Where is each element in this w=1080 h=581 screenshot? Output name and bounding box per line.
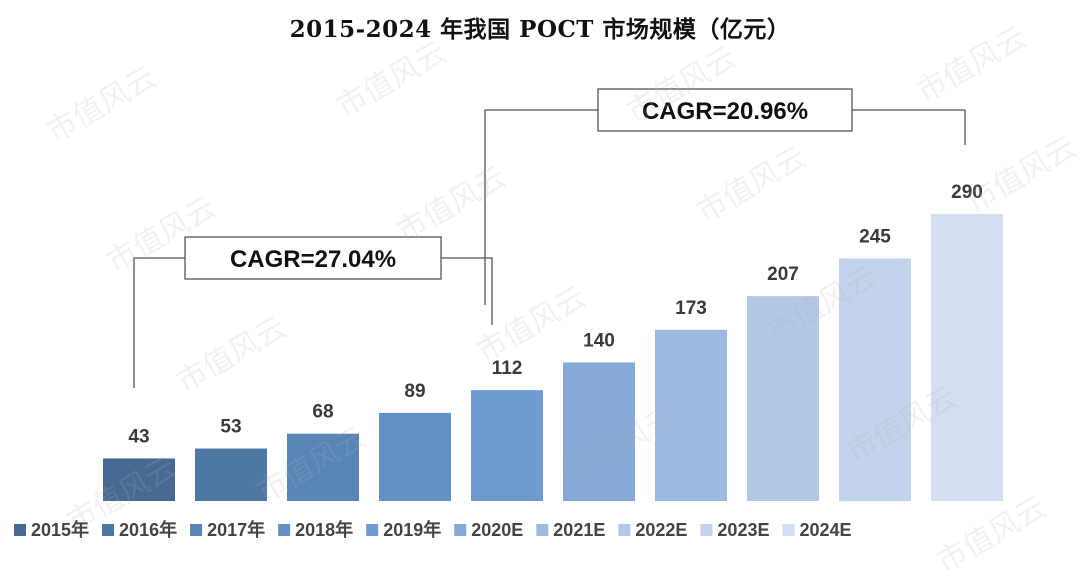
legend-label-2015年: 2015年 <box>31 519 89 540</box>
bar-2018年 <box>379 412 451 501</box>
cagr-box-0 <box>184 236 442 280</box>
cagr-bracket-left-0 <box>133 257 185 388</box>
legend-swatch-2021E <box>536 524 549 536</box>
legend-label-2020E: 2020E <box>471 520 523 540</box>
data-label-2023E: 245 <box>859 227 891 248</box>
legend-label-2023E: 2023E <box>717 520 769 540</box>
legend-swatch-2022E <box>618 524 631 536</box>
cagr-bracket-right-1 <box>852 109 966 145</box>
cagr-box-1 <box>597 88 853 132</box>
chart-title: 2015-2024 年我国 POCT 市场规模（亿元） <box>289 16 791 43</box>
legend-label-2016年: 2016年 <box>119 519 177 540</box>
bar-2021E <box>655 329 727 501</box>
data-label-2021E: 173 <box>675 298 707 319</box>
bar-2016年 <box>195 448 267 501</box>
cagr-label-1: CAGR=20.96% <box>642 98 808 125</box>
legend-label-2024E: 2024E <box>799 520 851 540</box>
data-label-2018年: 89 <box>404 381 425 402</box>
cagr-bracket-right-0 <box>441 257 493 325</box>
data-label-2022E: 207 <box>767 264 799 285</box>
legend-swatch-2019年 <box>366 524 379 536</box>
cagr-bracket-left-1 <box>484 109 598 305</box>
legend-swatch-2024E <box>782 524 795 536</box>
legend-swatch-2017年 <box>190 524 203 536</box>
bar-2017年 <box>287 433 359 501</box>
bar-2023E <box>839 258 911 501</box>
bar-2022E <box>747 296 819 501</box>
legend-swatch-2020E <box>454 524 467 536</box>
legend-swatch-2016年 <box>102 524 115 536</box>
cagr-label-0: CAGR=27.04% <box>230 246 396 273</box>
data-label-2017年: 68 <box>312 402 333 423</box>
legend-swatch-2015年 <box>14 524 26 536</box>
legend-label-2018年: 2018年 <box>295 519 353 540</box>
legend-swatch-2018年 <box>278 524 291 536</box>
bar-2019年 <box>471 390 543 501</box>
bar-2015年 <box>103 458 175 501</box>
data-label-2016年: 53 <box>220 417 241 438</box>
data-label-2024E: 290 <box>951 182 983 203</box>
legend-label-2017年: 2017年 <box>207 519 265 540</box>
legend-label-2022E: 2022E <box>635 520 687 540</box>
bar-2024E <box>931 213 1003 501</box>
legend-swatch-2023E <box>700 524 713 536</box>
legend-label-2019年: 2019年 <box>383 519 441 540</box>
data-label-2019年: 112 <box>492 358 523 379</box>
bar-2020E <box>563 362 635 501</box>
data-label-2020E: 140 <box>583 330 615 351</box>
data-label-2015年: 43 <box>128 426 149 447</box>
legend-label-2021E: 2021E <box>553 520 605 540</box>
